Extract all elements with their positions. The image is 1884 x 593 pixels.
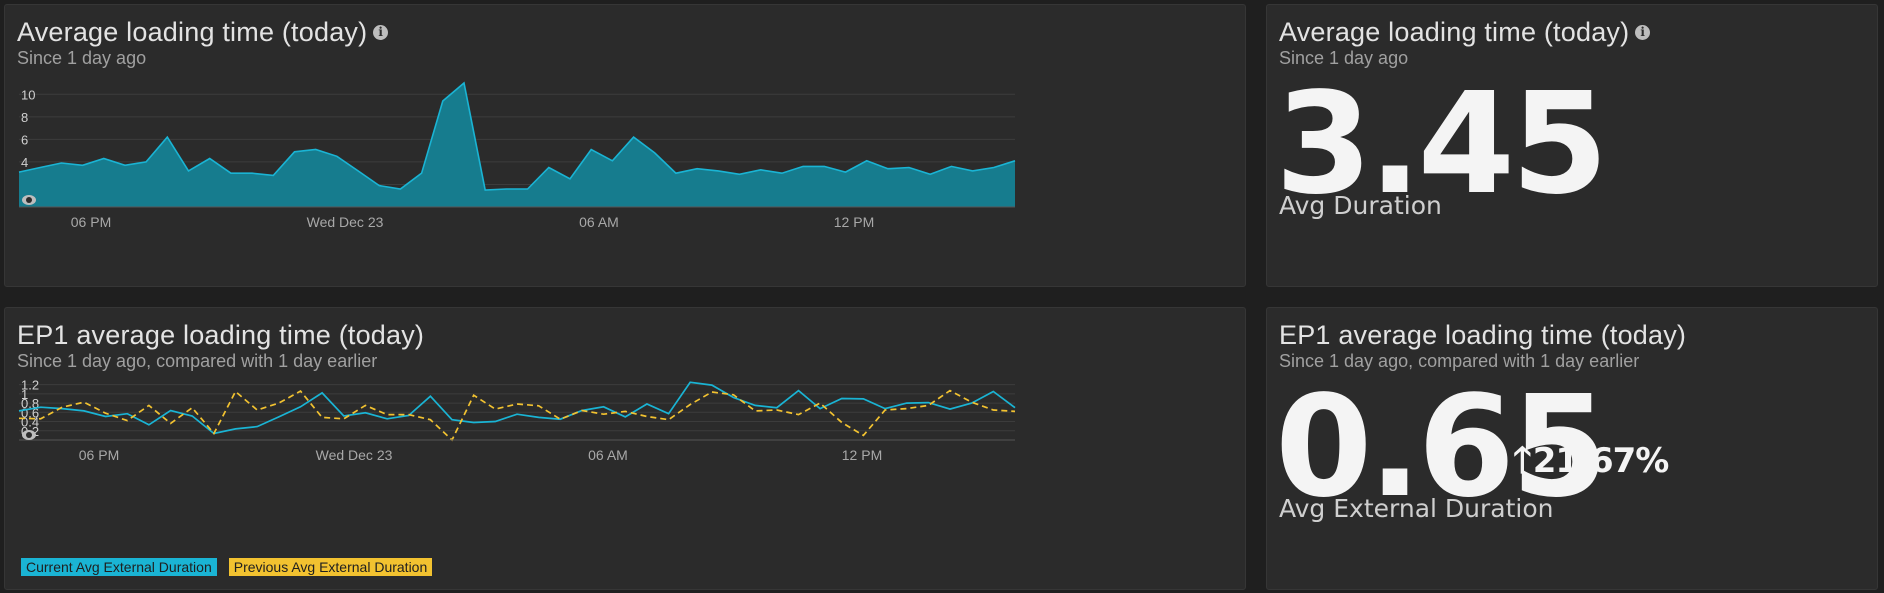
panel-title: EP1 average loading time (today) [1279, 320, 1687, 350]
y-tick-label: 4 [21, 155, 28, 170]
ep1-loading-time-chart-panel: EP1 average loading time (today) Since 1… [4, 307, 1246, 590]
x-tick-label: 06 PM [71, 214, 111, 230]
info-circle-icon[interactable]: i [1635, 25, 1651, 40]
panel-subtitle: Since 1 day ago, compared with 1 day ear… [1279, 351, 1640, 371]
y-tick-label: 8 [21, 110, 28, 125]
panel-title: Average loading time (today) i [17, 17, 389, 48]
avg-external-duration-label: Avg External Duration [1279, 494, 1554, 523]
panel-title: Average loading time (today) i [1279, 17, 1651, 48]
legend-current[interactable]: Current Avg External Duration [21, 558, 217, 576]
y-tick-label: 1 [21, 387, 28, 402]
chart-legend: Current Avg External Duration Previous A… [21, 558, 433, 576]
series-line [18, 81, 1016, 191]
series-current-line [18, 381, 1016, 435]
y-tick-label: 6 [21, 132, 28, 147]
x-tick-label: 06 AM [579, 214, 619, 230]
grid-lines [19, 384, 1015, 432]
panel-title: EP1 average loading time (today) [17, 320, 425, 350]
x-tick-label: Wed Dec 23 [316, 447, 393, 463]
eye-icon[interactable] [22, 195, 36, 205]
ep1-loading-time-metric-panel: EP1 average loading time (today) Since 1… [1266, 307, 1878, 590]
area-fill [19, 83, 1015, 207]
panel-subtitle: Since 1 day ago, compared with 1 day ear… [17, 351, 378, 371]
info-circle-icon[interactable]: i [373, 25, 389, 40]
delta-value: 21.67% [1532, 441, 1670, 481]
arrow-up-icon: 🡑 [1513, 440, 1532, 481]
avg-external-duration-value: 0.65 [1275, 366, 1608, 529]
eye-icon[interactable] [22, 430, 36, 440]
series-previous-line [18, 389, 1016, 442]
panel-subtitle: Since 1 day ago [1279, 48, 1409, 68]
avg-duration-label: Avg Duration [1279, 191, 1442, 220]
avg-loading-time-chart-panel: Average loading time (today) i Since 1 da… [4, 4, 1246, 287]
x-tick-label: 12 PM [842, 447, 882, 463]
avg-loading-time-metric-panel: Average loading time (today) i Since 1 da… [1266, 4, 1878, 287]
y-tick-label: 10 [21, 87, 35, 102]
y-tick-label: 1.2 [21, 378, 39, 393]
panel-title-text: Average loading time (today) [17, 17, 368, 47]
x-tick-label: Wed Dec 23 [307, 214, 384, 230]
delta-change: 🡑21.67% [1513, 434, 1670, 495]
x-tick-label: 12 PM [834, 214, 874, 230]
grid-lines [19, 93, 1015, 185]
panel-title-text: Average loading time (today) [1279, 17, 1630, 47]
avg-duration-value: 3.45 [1275, 63, 1608, 226]
x-tick-label: 06 PM [79, 447, 119, 463]
panel-subtitle: Since 1 day ago [17, 48, 147, 68]
legend-previous[interactable]: Previous Avg External Duration [228, 558, 433, 576]
x-tick-label: 06 AM [588, 447, 628, 463]
y-tick-label: 0.8 [21, 396, 39, 411]
